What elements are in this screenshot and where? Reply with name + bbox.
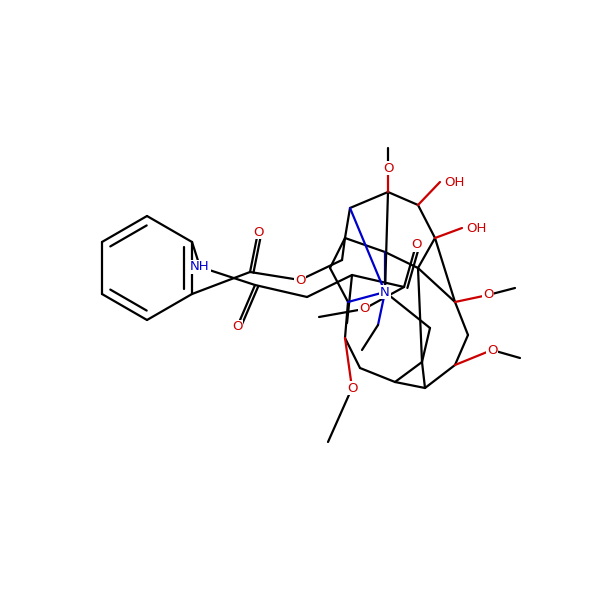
Text: O: O [411, 238, 421, 251]
Text: O: O [253, 226, 263, 238]
Text: O: O [232, 320, 242, 334]
Text: O: O [483, 289, 493, 301]
Text: NH: NH [190, 260, 210, 274]
Text: OH: OH [466, 221, 487, 235]
Text: OH: OH [444, 175, 464, 188]
Text: O: O [359, 302, 369, 316]
Text: N: N [380, 286, 390, 298]
Text: O: O [487, 343, 497, 356]
Text: O: O [347, 382, 357, 395]
Text: O: O [383, 161, 393, 175]
Text: O: O [295, 274, 305, 286]
